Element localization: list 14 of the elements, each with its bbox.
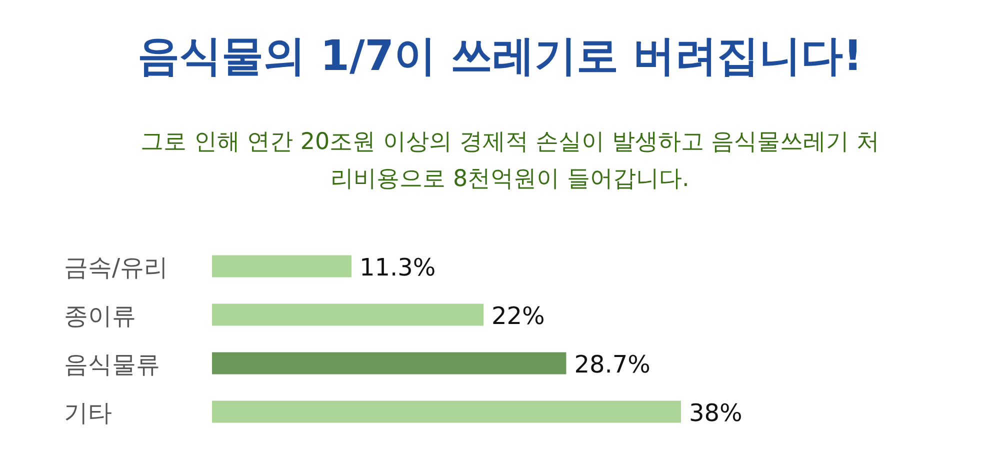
y-tick-label: 종이류 xyxy=(64,302,136,330)
data-label: 38% xyxy=(689,398,742,427)
data-label: 11.3% xyxy=(359,253,436,282)
bar xyxy=(212,352,566,374)
bar xyxy=(212,400,681,423)
bar xyxy=(212,255,352,278)
y-tick-label: 금속/유리 xyxy=(64,253,168,282)
bar xyxy=(212,304,484,326)
chart-title: 음식물의 1/7이 쓰레기로 버려집니다! xyxy=(136,30,864,82)
data-label: 28.7% xyxy=(574,350,650,378)
data-label: 22% xyxy=(492,302,545,330)
y-tick-label: 기타 xyxy=(64,398,112,427)
y-tick-label: 음식물류 xyxy=(64,350,160,378)
chart-subtitle: 그로 인해 연간 20조원 이상의 경제적 손실이 발생하고 음식물쓰레기 처리비용으로 8천억원이 들어갑니다. xyxy=(139,128,881,194)
